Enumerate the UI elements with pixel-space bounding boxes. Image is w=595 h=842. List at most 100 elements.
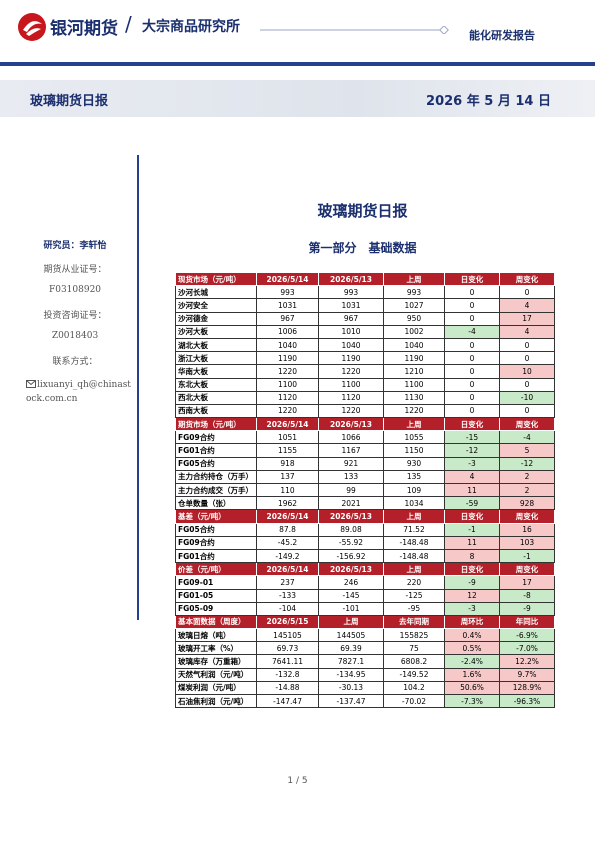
contact-label: 联系方式： (52, 357, 98, 367)
cell: -12 (499, 456, 555, 471)
cell: 11 (444, 535, 500, 550)
cell: 1040 (256, 337, 319, 353)
cell: 103 (499, 535, 555, 550)
cell: 6808.2 (383, 654, 445, 669)
data-row: FG05-09 -104 -101 -95 -3 -9 (175, 601, 555, 616)
email: lixuanyi_qh@chinastock.com.cn (26, 380, 131, 404)
cell: 99 (318, 482, 384, 498)
cell: 1100 (256, 377, 319, 392)
data-row: 湖北大板 1040 1040 1040 0 0 (175, 337, 555, 353)
cell: 1220 (318, 364, 384, 379)
cell: 87.8 (256, 522, 319, 537)
separator (137, 155, 139, 620)
divider: / (125, 12, 132, 36)
cell: -1 (499, 548, 555, 564)
cell: FG09合约 (175, 430, 257, 445)
header-cell: 2026/5/14 (256, 562, 319, 577)
cell: -4 (499, 430, 555, 445)
data-row: FG09-01 237 246 220 -9 17 (175, 575, 555, 590)
cell: 0 (499, 351, 555, 366)
institute: 大宗商品研究所 (142, 19, 240, 35)
banner-title: 玻璃期货日报 (30, 94, 109, 109)
cell: -104 (256, 601, 319, 616)
cell: 1031 (318, 298, 384, 313)
cell: 玻璃开工率（%） (175, 641, 257, 656)
cell: 69.73 (256, 641, 319, 656)
header-row: 现货市场（元/吨） 2026/5/14 2026/5/13 上周 日变化 周变化 (175, 271, 555, 287)
cell: 4 (444, 469, 500, 485)
cell: -2.4% (444, 654, 500, 669)
data-row: FG01合约 -149.2 -156.92 -148.48 8 -1 (175, 548, 555, 564)
license-label: 期货从业证号： (43, 265, 107, 275)
cell: 8 (444, 548, 500, 564)
header-cell: 周变化 (499, 271, 555, 287)
cell: 1210 (383, 364, 445, 379)
cell: FG01-05 (175, 588, 257, 603)
cell: 7641.11 (256, 654, 319, 669)
cell: 1040 (318, 337, 384, 353)
cell: 主力合约持仓（万手） (175, 469, 257, 485)
header-cell: 去年同期 (383, 614, 445, 630)
header-cell: 日变化 (444, 271, 500, 287)
cell: 928 (499, 496, 555, 511)
cell: 1190 (256, 351, 319, 366)
cell: 沙河长城 (175, 285, 257, 300)
cell: 1167 (318, 443, 384, 458)
cell: 沙河大板 (175, 324, 257, 339)
cell: 7827.1 (318, 654, 384, 669)
cell: 1155 (256, 443, 319, 458)
logo (18, 13, 46, 41)
header-row: 基差（元/吨） 2026/5/14 2026/5/13 上周 日变化 周变化 (175, 509, 555, 524)
deco-line (260, 26, 449, 34)
header-cell: 期货市场（元/吨） (175, 417, 257, 432)
data-row: 石油焦利润（元/吨） -147.47 -137.47 -70.02 -7.3% -96.3… (175, 693, 555, 709)
cell: -1 (444, 522, 500, 537)
cell: 135 (383, 469, 445, 485)
cell: 煤炭利润（元/吨） (175, 680, 257, 696)
cell: -134.95 (318, 667, 384, 682)
cell: 1150 (383, 443, 445, 458)
cell: -148.48 (383, 535, 445, 550)
cell: FG01合约 (175, 548, 257, 564)
header-cell: 日变化 (444, 509, 500, 524)
cell: 1051 (256, 430, 319, 445)
header-row: 期货市场（元/吨） 2026/5/14 2026/5/13 上周 日变化 周变化 (175, 417, 555, 432)
header-cell: 2026/5/13 (318, 509, 384, 524)
cell: 0 (444, 337, 500, 353)
cell: 0 (444, 298, 500, 313)
header-row: 价差（元/吨） 2026/5/14 2026/5/13 上周 日变化 周变化 (175, 562, 555, 577)
cell: 0 (444, 351, 500, 366)
cell: 1027 (383, 298, 445, 313)
cell: 137 (256, 469, 319, 485)
cell: 1190 (318, 351, 384, 366)
banner-date: 2026 年 5 月 14 日 (426, 94, 551, 109)
data-row: 西南大板 1220 1220 1220 0 0 (175, 403, 555, 419)
cell: 4 (499, 324, 555, 339)
cell: -7.3% (444, 693, 500, 709)
cell: 993 (256, 285, 319, 300)
cell: FG09-01 (175, 575, 257, 590)
data-row: 东北大板 1100 1100 1100 0 0 (175, 377, 555, 392)
cell: FG05-09 (175, 601, 257, 616)
cell: -45.2 (256, 535, 319, 550)
mail-icon (26, 380, 36, 388)
cell: 5 (499, 443, 555, 458)
data-row: FG05合约 87.8 89.08 71.52 -1 16 (175, 522, 555, 537)
data-row: FG01-05 -133 -145 -125 12 -8 (175, 588, 555, 603)
header-cell: 周变化 (499, 562, 555, 577)
cell: 17 (499, 311, 555, 326)
data-row: 沙河长城 993 993 993 0 0 (175, 285, 555, 300)
cell: 71.52 (383, 522, 445, 537)
cell: -9 (444, 575, 500, 590)
cell: 237 (256, 575, 319, 590)
cell: 浙江大板 (175, 351, 257, 366)
cell: 110 (256, 482, 319, 498)
data-row: 玻璃开工率（%） 69.73 69.39 75 0.5% -7.0% (175, 641, 555, 656)
cell: 1055 (383, 430, 445, 445)
cell: 主力合约成交（万手） (175, 482, 257, 498)
data-row: FG01合约 1155 1167 1150 -12 5 (175, 443, 555, 458)
cell: 沙河德金 (175, 311, 257, 326)
cell: 西北大板 (175, 390, 257, 405)
cell: FG05合约 (175, 456, 257, 471)
